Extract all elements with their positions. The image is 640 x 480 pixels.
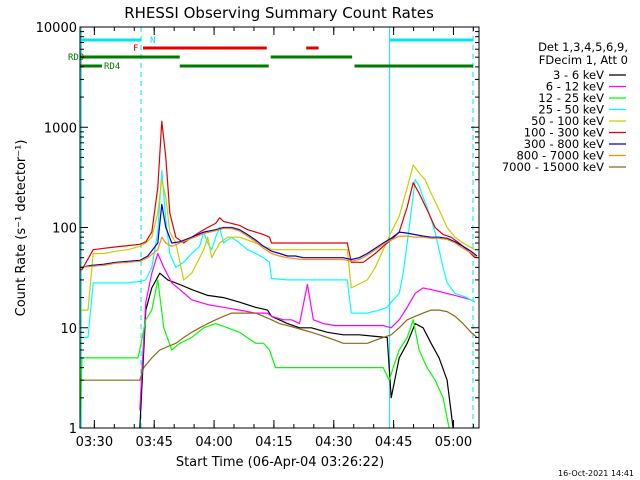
legend-label-6-12-kev: 6 - 12 keV	[546, 80, 604, 94]
x-axis-label: Start Time (06-Apr-04 03:26:22)	[176, 455, 384, 470]
legend-label-50-100-kev: 50 - 100 keV	[531, 114, 604, 128]
x-tick-label: 05:00	[435, 435, 472, 450]
y-tick-label: 10000	[36, 21, 77, 36]
legend-label-3-6-kev: 3 - 6 keV	[553, 68, 604, 82]
series-line-25-50-kev	[80, 169, 476, 339]
series-line-12-25-kev	[79, 279, 450, 429]
flag-label-n: N	[150, 36, 155, 46]
series-line-50-100-kev	[80, 164, 476, 311]
flag-label-rd0: RD0	[68, 53, 84, 63]
series-line-300-800-kev	[79, 203, 478, 268]
series-line-6-12-kev	[139, 252, 472, 411]
plot-area: N F RD0 RD4	[68, 27, 478, 429]
chart-title: RHESSI Observing Summary Count Rates	[124, 4, 434, 22]
y-tick-label: 1	[69, 422, 77, 437]
legend-label-25-50-kev: 25 - 50 keV	[538, 103, 604, 117]
legend: Det 1,3,4,5,6,9, FDecim 1, Att 0 3 - 6 k…	[502, 40, 628, 174]
x-tick-label: 03:45	[135, 435, 172, 450]
y-tick-label: 1000	[44, 121, 77, 136]
generated-timestamp: 16-Oct-2021 14:41	[558, 469, 634, 478]
x-tick-label: 03:30	[76, 435, 113, 450]
y-axis-label: Count Rate (s⁻¹ detector⁻¹)	[14, 140, 29, 317]
y-tick-label: 10	[60, 322, 77, 337]
x-tick-label: 04:15	[255, 435, 292, 450]
series-line-100-300-kev	[80, 120, 476, 271]
legend-label-12-25-kev: 12 - 25 keV	[538, 91, 604, 105]
series-line-800-7000-kev	[79, 227, 478, 268]
legend-label-300-800-kev: 300 - 800 keV	[524, 137, 604, 151]
legend-header-line-2: FDecim 1, Att 0	[539, 53, 628, 67]
series-line-7000-15000-kev	[80, 309, 478, 381]
x-axis: 03:30 03:45 04:00 04:15 04:30 04:45 05:00	[76, 27, 474, 450]
y-tick-label: 100	[52, 222, 77, 237]
series-line-3-6-kev	[139, 272, 454, 429]
legend-label-100-300-kev: 100 - 300 keV	[524, 126, 604, 140]
legend-label-7000-15000-kev: 7000 - 15000 keV	[502, 160, 604, 174]
flag-label-rd4: RD4	[104, 62, 120, 72]
legend-header-line-1: Det 1,3,4,5,6,9,	[538, 40, 628, 54]
x-tick-label: 04:00	[195, 435, 232, 450]
x-tick-label: 04:30	[315, 435, 352, 450]
y-axis: 1 10 100 1000 10000	[36, 21, 479, 437]
flag-label-f: F	[133, 44, 138, 54]
legend-label-800-7000-kev: 800 - 7000 keV	[516, 149, 604, 163]
x-tick-label: 04:45	[375, 435, 412, 450]
